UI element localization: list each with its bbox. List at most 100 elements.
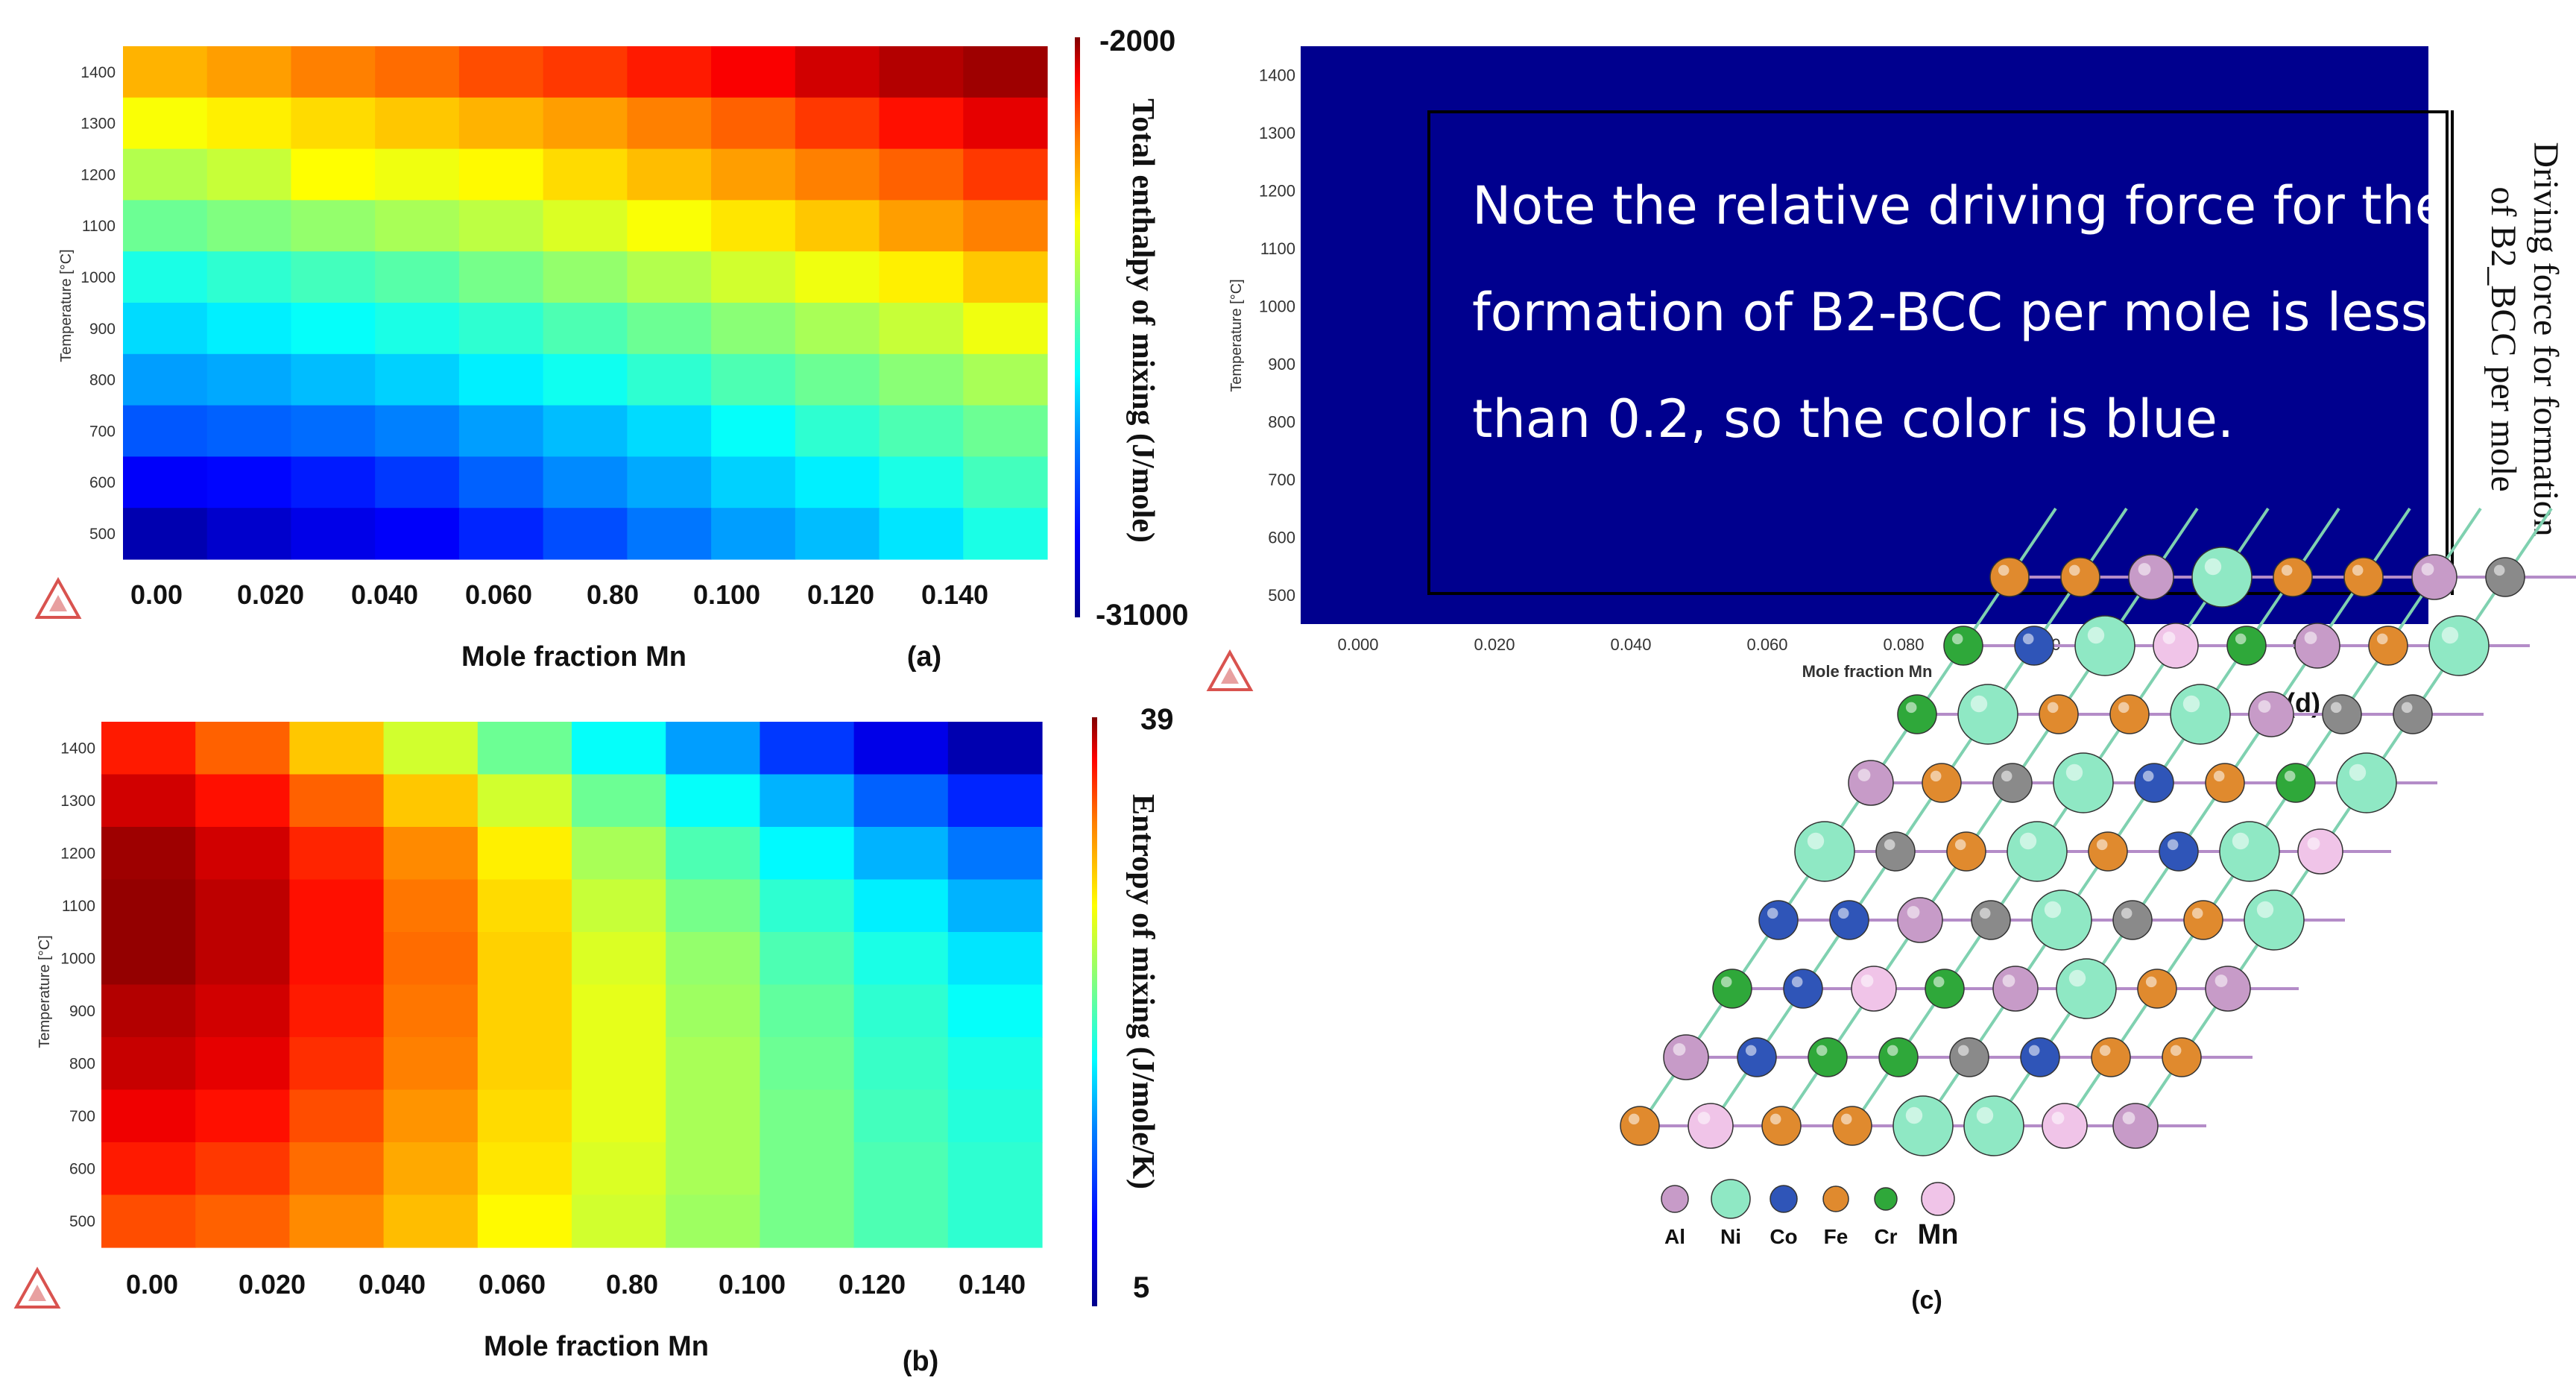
atom bbox=[1758, 900, 1799, 940]
heatmap-cell bbox=[572, 722, 666, 775]
x-tick-label: 0.00 bbox=[130, 579, 183, 610]
heatmap-cell bbox=[760, 1037, 855, 1091]
atom bbox=[1925, 969, 1965, 1009]
atom bbox=[2112, 1103, 2159, 1149]
heatmap-cell bbox=[289, 774, 385, 828]
atom-highlight bbox=[1887, 1045, 1898, 1057]
atom-highlight bbox=[1905, 1106, 1923, 1124]
atom bbox=[1829, 900, 1869, 940]
atom-highlight bbox=[2352, 564, 2364, 576]
heatmap-cell bbox=[375, 46, 460, 98]
legend-swatch-al bbox=[1661, 1185, 1689, 1213]
atom-highlight bbox=[2142, 770, 2154, 782]
atom bbox=[1971, 900, 2011, 940]
heatmap-cell bbox=[543, 303, 628, 355]
atom bbox=[2336, 752, 2397, 813]
heatmap-cell bbox=[123, 353, 208, 406]
heatmap-d-field bbox=[1301, 46, 2428, 624]
atom bbox=[2039, 694, 2079, 734]
atom bbox=[1712, 969, 1752, 1009]
heatmap-cell bbox=[289, 932, 385, 986]
heatmap-cell bbox=[291, 148, 376, 201]
heatmap-cell bbox=[477, 984, 572, 1038]
atom bbox=[1949, 1037, 1989, 1077]
heatmap-cell bbox=[879, 148, 964, 201]
atom-highlight bbox=[2028, 1045, 2040, 1057]
x-tick-label: 0.80 bbox=[606, 1269, 658, 1300]
heatmap-cell bbox=[477, 722, 572, 775]
heatmap-cell bbox=[375, 456, 460, 508]
heatmap-cell bbox=[123, 508, 208, 560]
atom-highlight bbox=[2421, 563, 2434, 576]
atom-highlight bbox=[1933, 976, 1945, 988]
heatmap-cell bbox=[458, 46, 544, 98]
heatmap-cell bbox=[711, 46, 796, 98]
atom-highlight bbox=[1857, 769, 1871, 781]
heatmap-cell bbox=[760, 984, 855, 1038]
heatmap-cell bbox=[947, 1037, 1043, 1091]
colorbar-title-b: Entropy of mixing (J/mole/K) bbox=[1126, 794, 1160, 1189]
heatmap-cell bbox=[289, 722, 385, 775]
heatmap-cell bbox=[477, 1089, 572, 1143]
heatmap-cell bbox=[543, 148, 628, 201]
heatmap-cell bbox=[477, 827, 572, 881]
heatmap-cell bbox=[947, 1089, 1043, 1143]
atom bbox=[2014, 626, 2054, 666]
heatmap-cell bbox=[195, 1142, 290, 1196]
y-tick-label: 600 bbox=[89, 474, 116, 491]
atom-highlight bbox=[2401, 702, 2413, 714]
y-tick-label: 1100 bbox=[62, 898, 95, 915]
heatmap-cell bbox=[101, 984, 196, 1038]
y-axis-title-a: Temperature [°C] bbox=[58, 249, 75, 362]
y-tick-label: 800 bbox=[1268, 412, 1295, 431]
atom bbox=[2128, 554, 2174, 600]
atom bbox=[1897, 897, 1943, 943]
note-line-3: than 0.2, so the color is blue. bbox=[1472, 388, 2235, 450]
atom bbox=[1851, 966, 1897, 1012]
atom-highlight bbox=[1998, 564, 2010, 576]
atom bbox=[2042, 1103, 2088, 1149]
atom-highlight bbox=[2087, 626, 2105, 644]
atom bbox=[2393, 694, 2433, 734]
atom-highlight bbox=[2214, 974, 2228, 987]
heatmap-cell bbox=[711, 353, 796, 406]
atom-highlight bbox=[2307, 837, 2320, 850]
atom bbox=[2088, 831, 2128, 872]
x-axis-title-b: Mole fraction Mn bbox=[484, 1331, 709, 1362]
heatmap-cell bbox=[101, 1194, 196, 1248]
atom-highlight bbox=[2349, 763, 2367, 781]
atom bbox=[1737, 1037, 1777, 1077]
heatmap-cell bbox=[795, 405, 880, 457]
heatmap-cell bbox=[666, 1037, 760, 1091]
heatmap-cell bbox=[947, 1142, 1043, 1196]
x-tick-label: 0.060 bbox=[465, 579, 532, 610]
atom bbox=[2294, 623, 2340, 669]
y-tick-label: 1400 bbox=[80, 64, 116, 81]
colorbar-title-a: Total enthalpy of mixing (J/mole) bbox=[1126, 98, 1160, 543]
heatmap-cell bbox=[760, 1142, 855, 1196]
y-tick-label: 1000 bbox=[80, 269, 116, 286]
heatmap-cell bbox=[795, 508, 880, 560]
heatmap-cell bbox=[853, 722, 949, 775]
atom-highlight bbox=[2019, 832, 2037, 850]
heatmap-cell bbox=[963, 251, 1048, 303]
y-tick-label: 1200 bbox=[1259, 181, 1295, 200]
heatmap-cell bbox=[572, 1089, 666, 1143]
x-tick-label: 0.040 bbox=[359, 1269, 426, 1300]
atom bbox=[2007, 821, 2068, 882]
atom bbox=[2060, 557, 2100, 597]
atom-highlight bbox=[1951, 633, 1963, 645]
heatmap-cell bbox=[666, 722, 760, 775]
heatmap-cell bbox=[795, 303, 880, 355]
atom-highlight bbox=[2068, 564, 2080, 576]
y-tick-label: 1300 bbox=[80, 116, 116, 133]
heatmap-cell bbox=[458, 508, 544, 560]
heatmap-cell bbox=[760, 1089, 855, 1143]
heatmap-cell bbox=[627, 46, 712, 98]
atom bbox=[2053, 752, 2114, 813]
heatmap-cell bbox=[572, 827, 666, 881]
y-ticks-b: 1400 1300 1200 1100 1000 900 800 700 600 500 bbox=[60, 740, 95, 1231]
atom bbox=[2343, 557, 2384, 597]
heatmap-cell bbox=[853, 827, 949, 881]
